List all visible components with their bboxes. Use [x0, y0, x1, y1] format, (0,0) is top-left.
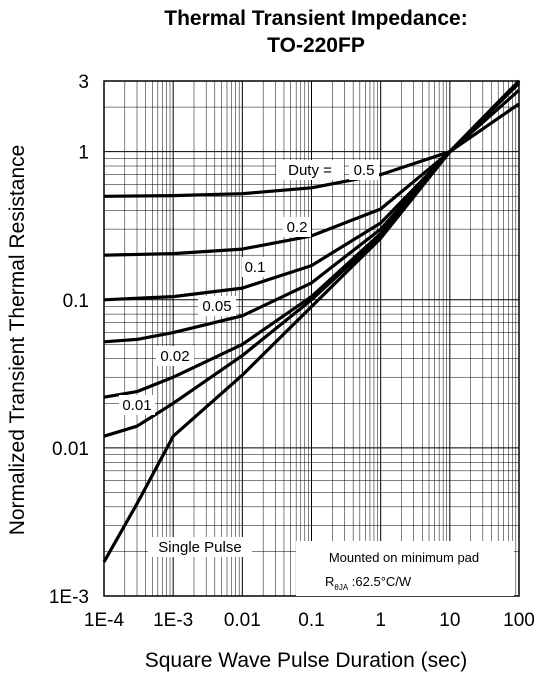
series-label-bg — [148, 537, 252, 557]
series-label: 0.05 — [202, 298, 231, 315]
note-value: :62.5°C/W — [348, 574, 412, 589]
y-tick-label: 1 — [78, 143, 89, 164]
duty-prefix-label: Duty = — [288, 162, 332, 179]
grid — [103, 80, 520, 597]
x-tick-label: 1E-3 — [153, 610, 193, 631]
series-label: 0.5 — [354, 162, 375, 179]
series-label: 0.02 — [160, 348, 189, 365]
y-tick-label: 0.1 — [63, 291, 89, 312]
duty-prefix-bg — [276, 160, 344, 180]
series-label: Single Pulse — [158, 539, 241, 556]
series-lines — [102, 79, 521, 563]
series-label: 0.2 — [287, 219, 308, 236]
note-r-symbol: R — [325, 574, 334, 589]
series-label: 0.1 — [245, 259, 266, 276]
chart-title: Thermal Transient Impedance: — [164, 7, 467, 30]
y-tick-label: 0.01 — [52, 439, 89, 460]
mounting-note-line1: Mounted on minimum pad — [329, 550, 479, 565]
series-label-bg — [242, 257, 268, 277]
series-label-bg — [349, 160, 379, 180]
series-label: 0.01 — [122, 397, 151, 414]
y-tick-label: 3 — [78, 72, 89, 93]
x-tick-label: 0.01 — [224, 610, 261, 631]
x-tick-label: 1E-4 — [84, 610, 125, 631]
y-tick-label: 1E-3 — [49, 587, 89, 608]
chart-subtitle: TO-220FP — [267, 34, 365, 57]
note-subscript: θJA — [334, 583, 348, 592]
x-tick-label: 1 — [375, 610, 386, 631]
x-axis-label: Square Wave Pulse Duration (sec) — [145, 649, 468, 672]
series-line — [102, 79, 521, 563]
mounting-note-box — [296, 541, 514, 596]
mounting-note-line2: RθJA :62.5°C/W — [325, 574, 412, 592]
y-axis-label: Normalized Transient Thermal Resistance — [6, 145, 29, 536]
series-label-bg — [283, 217, 311, 237]
series-labels: Duty = 0.5 0.2 0.1 0.05 0.02 0.01 Single Pulse — [119, 160, 379, 557]
series-label-bg — [198, 296, 236, 316]
series-label-bg — [156, 346, 194, 366]
x-tick-label: 10 — [439, 610, 460, 631]
x-tick-label: 100 — [503, 610, 535, 631]
series-label-bg — [119, 395, 155, 415]
x-tick-label: 0.1 — [298, 610, 324, 631]
mounting-note: Mounted on minimum pad RθJA :62.5°C/W — [296, 541, 514, 596]
